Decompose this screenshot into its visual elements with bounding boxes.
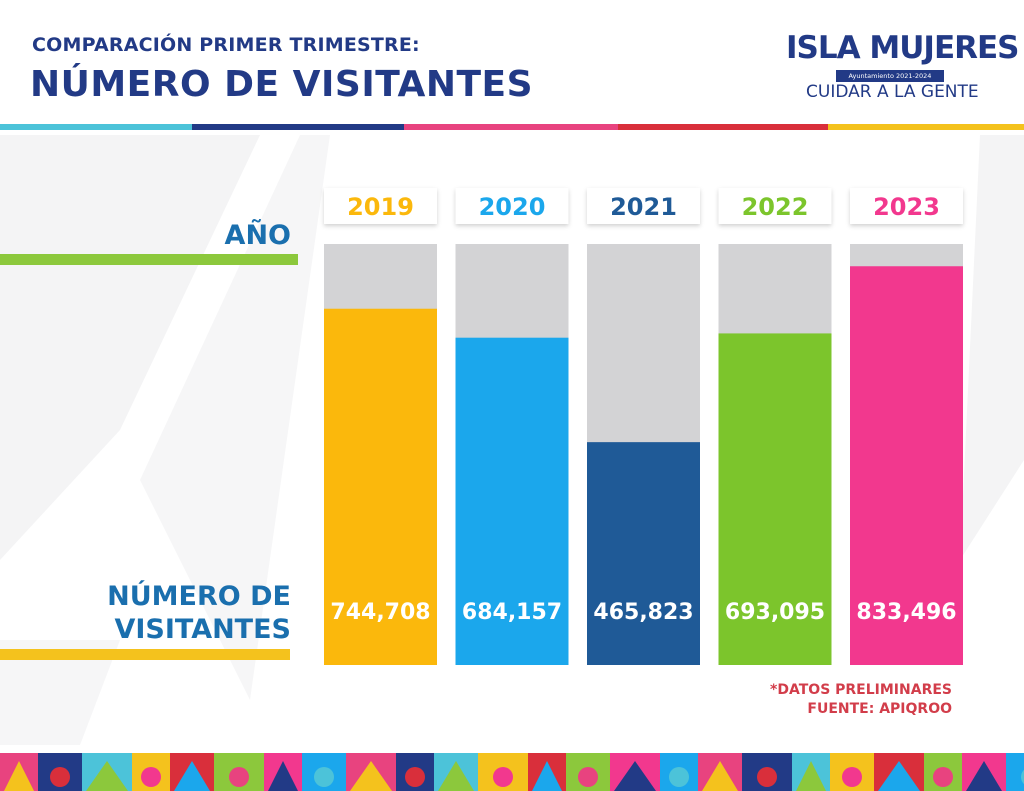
header-stripe-red: [618, 124, 828, 130]
bar-2022: [718, 333, 832, 665]
pattern-shape: [86, 761, 128, 791]
year-label-2022: 2022: [742, 193, 809, 221]
value-axis-label-line2: VISITANTES: [114, 614, 291, 645]
bar-2021: [587, 442, 700, 665]
pattern-shape: [702, 761, 738, 791]
value-label-2021: 465,823: [593, 600, 693, 625]
decorative-footer-pattern: [0, 753, 1024, 791]
year-header-2020: [455, 188, 569, 224]
value-label-2023: 833,496: [856, 600, 956, 625]
value-label-2022: 693,095: [725, 600, 825, 625]
header-stripe-gold: [828, 124, 1024, 130]
pattern-shape: [350, 761, 392, 791]
pattern-shape: [405, 767, 425, 787]
year-label-2023: 2023: [873, 193, 940, 221]
value-label-2020: 684,157: [462, 600, 562, 625]
source-note: FUENTE: APIQROO: [807, 701, 952, 717]
header-stripe-pink: [404, 124, 618, 130]
value-label-underline: [0, 649, 290, 660]
year-label-2019: 2019: [347, 193, 414, 221]
pattern-shape: [757, 767, 777, 787]
bar-2023: [850, 266, 963, 665]
pattern-tile: [1006, 753, 1024, 791]
year-header-2019: [324, 188, 437, 224]
pattern-shape: [842, 767, 862, 787]
pattern-shape: [796, 761, 826, 791]
logo-tagline: CUIDAR A LA GENTE: [806, 82, 979, 102]
year-label-2021: 2021: [610, 193, 677, 221]
pattern-shape: [1021, 769, 1024, 785]
header-stripe-cyan: [0, 124, 192, 130]
value-axis-label: NÚMERO DE VISITANTES: [107, 580, 291, 646]
page-subtitle: COMPARACIÓN PRIMER TRIMESTRE:: [32, 34, 420, 56]
value-axis-label-line1: NÚMERO DE: [107, 581, 291, 612]
preliminary-note: *DATOS PRELIMINARES: [770, 682, 952, 698]
pattern-shape: [878, 761, 920, 791]
pattern-shape: [314, 767, 334, 787]
logo-name: ISLA MUJERES: [786, 30, 1020, 66]
bar-2020: [455, 337, 569, 665]
year-axis-label: AÑO: [224, 220, 291, 251]
pattern-shape: [438, 761, 474, 791]
pattern-shape: [933, 767, 953, 787]
bar-2019: [324, 308, 437, 665]
isla-mujeres-logo: ISLA MUJERES Ayuntamiento 2021-2024 CUID…: [780, 30, 1020, 106]
pattern-shape: [532, 761, 562, 791]
page-title: NÚMERO DE VISITANTES: [30, 64, 534, 105]
year-header-2021: [587, 188, 700, 224]
pattern-shape: [50, 767, 70, 787]
year-header-2022: [718, 188, 832, 224]
value-label-2019: 744,708: [330, 600, 430, 625]
pattern-shape: [268, 761, 298, 791]
pattern-shape: [174, 761, 210, 791]
header-stripe-navy: [192, 124, 404, 130]
pattern-shape: [141, 767, 161, 787]
year-header-2023: [850, 188, 963, 224]
pattern-shape: [4, 761, 34, 791]
year-label-underline: [0, 254, 298, 265]
year-label-2020: 2020: [479, 193, 546, 221]
pattern-shape: [966, 761, 1002, 791]
pattern-shape: [669, 767, 689, 787]
pattern-shape: [493, 767, 513, 787]
pattern-shape: [578, 767, 598, 787]
logo-sub: Ayuntamiento 2021-2024: [836, 70, 944, 82]
pattern-shape: [614, 761, 656, 791]
pattern-shape: [229, 767, 249, 787]
